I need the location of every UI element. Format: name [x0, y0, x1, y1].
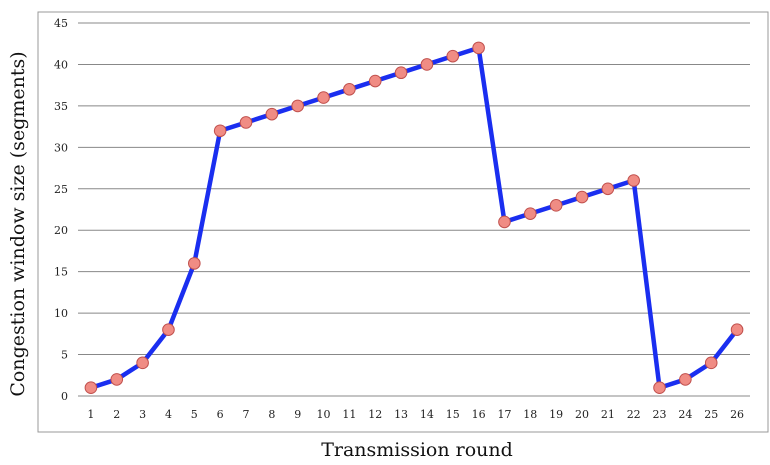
- data-point: [730, 323, 744, 336]
- data-point: [420, 58, 434, 71]
- x-tick-label: 22: [627, 408, 641, 421]
- data-point: [239, 116, 253, 129]
- data-point: [110, 373, 124, 386]
- x-tick-label: 9: [294, 408, 301, 421]
- x-tick-label: 6: [217, 408, 224, 421]
- data-point: [601, 182, 615, 196]
- x-tick-label: 11: [342, 408, 356, 421]
- data-point: [213, 124, 227, 138]
- data-point: [472, 41, 485, 55]
- x-tick-label: 2: [113, 408, 120, 421]
- data-point: [524, 207, 537, 220]
- data-point: [343, 83, 356, 96]
- y-tick-label: 35: [54, 100, 68, 113]
- y-tick-label: 45: [54, 17, 68, 30]
- series-group: [84, 41, 744, 395]
- y-tick-label: 0: [61, 390, 68, 403]
- y-tick-label: 15: [54, 266, 68, 279]
- data-point: [549, 199, 563, 212]
- y-axis-title: Congestion window size (segments): [7, 51, 29, 396]
- y-tick-label: 20: [54, 224, 68, 237]
- x-tick-label: 7: [243, 408, 250, 421]
- data-point: [498, 215, 511, 229]
- x-tick-label: 19: [549, 408, 563, 421]
- data-point: [188, 257, 201, 270]
- data-point: [575, 190, 589, 204]
- x-tick-label: 15: [446, 408, 460, 421]
- data-point: [291, 99, 304, 113]
- x-tick-label: 17: [497, 408, 511, 421]
- x-tick-label: 14: [420, 408, 434, 421]
- x-tick-labels: 1 2 3 4 5 6 7 8 9 10 11 12 13 14 15 16 17 18 19 20 21 22 23 24 2…: [87, 408, 744, 421]
- data-point: [704, 356, 718, 370]
- x-tick-label: 8: [268, 408, 275, 421]
- data-point: [679, 373, 692, 386]
- x-tick-label: 16: [472, 408, 486, 421]
- x-tick-label: 3: [139, 408, 146, 421]
- y-tick-label: 25: [54, 183, 68, 196]
- x-tick-label: 20: [575, 408, 589, 421]
- data-point: [368, 74, 382, 88]
- data-point: [162, 323, 175, 336]
- x-tick-label: 24: [678, 408, 692, 421]
- series-line: [88, 45, 740, 390]
- y-tick-label: 30: [54, 141, 68, 154]
- x-tick-label: 5: [191, 408, 198, 421]
- data-point: [394, 66, 408, 80]
- x-tick-label: 1: [87, 408, 94, 421]
- x-tick-label: 26: [730, 408, 744, 421]
- data-point: [317, 91, 330, 104]
- y-tick-label: 5: [61, 349, 68, 362]
- y-tick-label: 40: [54, 58, 68, 71]
- x-tick-label: 13: [394, 408, 408, 421]
- plot-border: [37, 11, 769, 433]
- x-tick-label: 21: [601, 408, 615, 421]
- data-point: [446, 49, 460, 63]
- x-tick-label: 12: [368, 408, 382, 421]
- y-tick-label: 10: [54, 307, 68, 320]
- data-point: [136, 356, 149, 370]
- x-tick-label: 18: [523, 408, 537, 421]
- x-tick-label: 25: [704, 408, 718, 421]
- data-point: [265, 107, 279, 121]
- y-tick-labels: 0 5 10 15 20 25 30 35 40 45: [54, 17, 68, 403]
- data-point: [627, 174, 640, 187]
- x-tick-label: 10: [317, 408, 331, 421]
- data-point: [653, 381, 666, 395]
- data-point: [84, 381, 98, 395]
- x-axis-title: Transmission round: [321, 439, 513, 461]
- x-tick-label: 4: [165, 408, 172, 421]
- gridlines: [78, 22, 750, 397]
- x-tick-label: 23: [653, 408, 667, 421]
